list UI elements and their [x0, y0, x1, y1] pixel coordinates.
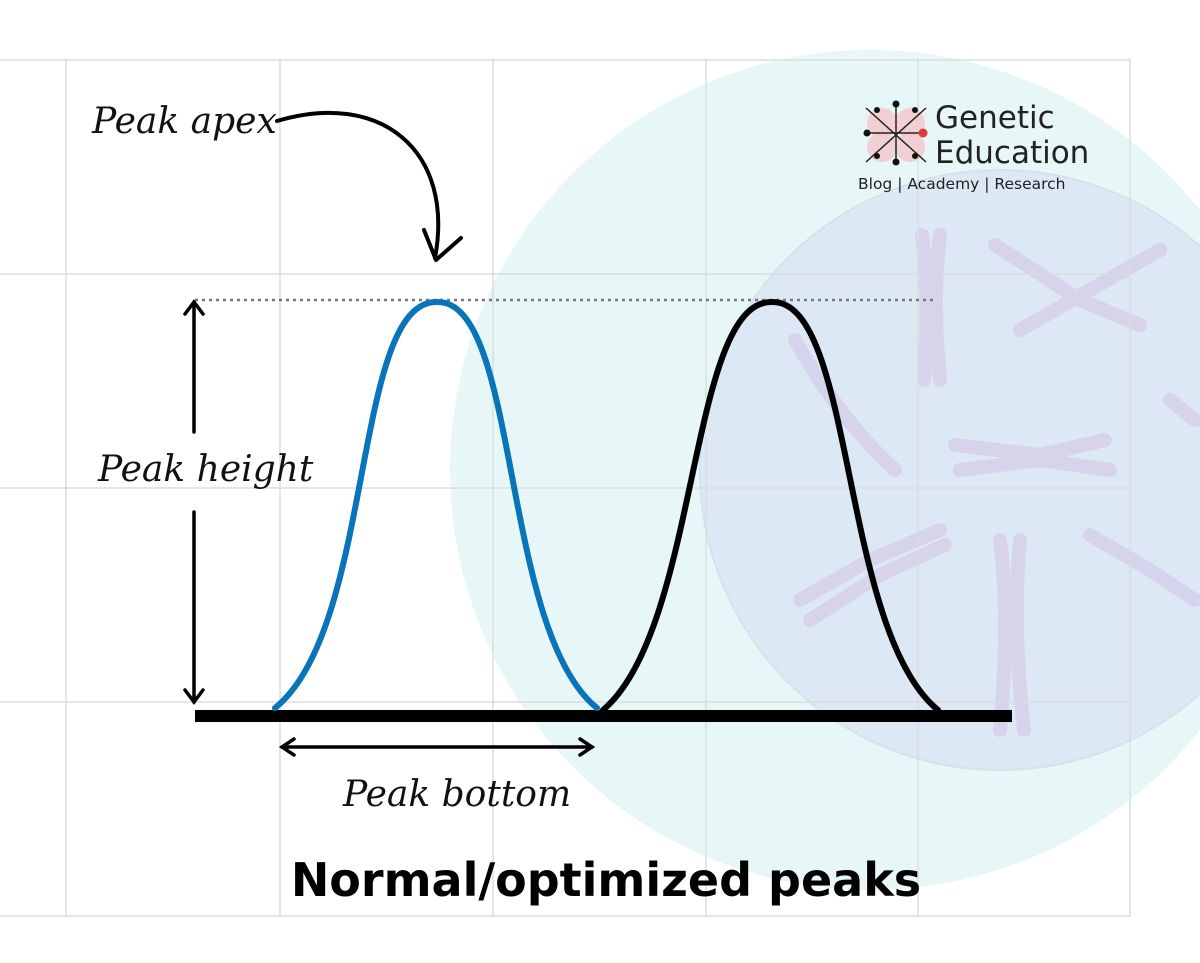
- brand-name-line1: Genetic: [935, 100, 1055, 136]
- peak-bottom-arrow: [278, 737, 596, 757]
- peak-apex-arrow: [275, 110, 463, 262]
- peak-apex-label: Peak apex: [91, 101, 277, 142]
- diagram-caption: Normal/optimized peaks: [291, 853, 921, 907]
- normal-peak-black: [600, 298, 941, 713]
- grid: [0, 58, 1131, 917]
- dna-chromosome-logo-icon: [863, 100, 928, 166]
- normal-peak-blue: [272, 298, 600, 711]
- background-ring: [699, 169, 1200, 771]
- peak-height-arrow: [183, 299, 205, 705]
- brand-logo: Genetic Education Blog | Academy | Resea…: [858, 100, 1089, 193]
- background-decoration: [450, 50, 1200, 890]
- chromosome-icon: [788, 228, 1200, 737]
- peak-height-label: Peak height: [97, 449, 314, 490]
- background-circle-inner: [700, 170, 1200, 770]
- brand-tagline: Blog | Academy | Research: [858, 175, 1066, 193]
- brand-name-line2: Education: [935, 135, 1089, 171]
- peak-bottom-label: Peak bottom: [342, 774, 571, 815]
